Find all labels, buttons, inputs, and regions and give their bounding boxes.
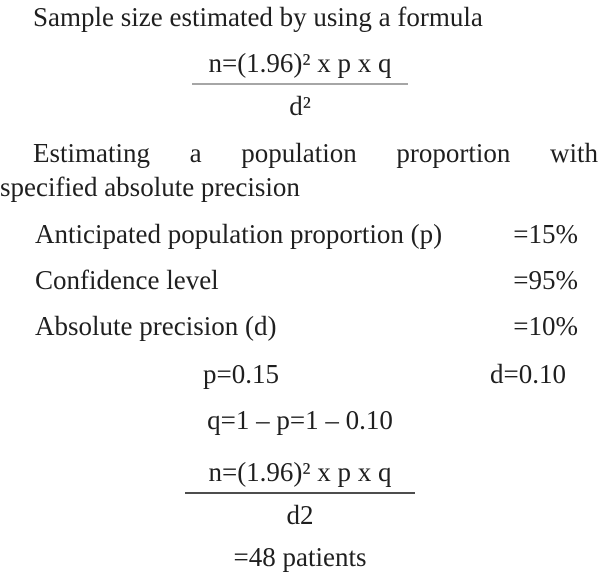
formula-top: n=(1.96)² x p x q d²	[0, 47, 600, 122]
paragraph-line-1: Estimating a population proportion with	[33, 138, 598, 168]
fraction-bar-top	[192, 83, 408, 85]
q-equation: q=1 – p=1 – 0.10	[207, 405, 393, 435]
parameter-row-confidence-level: Confidence level =95%	[35, 264, 578, 296]
parameter-value: =10%	[513, 311, 578, 341]
parameter-value: =15%	[513, 219, 578, 249]
d-substitution: d=0.10	[490, 359, 566, 389]
formula-bottom: n=(1.96)² x p x q d2	[0, 456, 600, 531]
parameter-label: Confidence level	[35, 265, 219, 295]
parameter-label: Anticipated population proportion (p)	[35, 219, 443, 249]
result-line: =48 patients	[233, 542, 367, 572]
fraction-bar-bottom	[185, 492, 415, 494]
formula-bottom-numerator: n=(1.96)² x p x q	[208, 457, 392, 487]
formula-top-denominator: d²	[289, 91, 311, 121]
intro-paragraph: Estimating a population proportion with …	[0, 136, 600, 204]
parameter-row-anticipated-proportion: Anticipated population proportion (p) =1…	[35, 218, 578, 250]
formula-bottom-denominator: d2	[286, 500, 314, 530]
formula-top-numerator: n=(1.96)² x p x q	[208, 48, 392, 78]
p-substitution: p=0.15	[203, 359, 279, 389]
paragraph-line-2: specified absolute precision	[0, 172, 300, 202]
parameter-row-absolute-precision: Absolute precision (d) =10%	[35, 310, 578, 342]
substitution-row: p=0.15 d=0.10	[0, 358, 600, 390]
parameter-label: Absolute precision (d)	[35, 311, 277, 341]
document-title: Sample size estimated by using a formula	[33, 2, 483, 32]
parameter-value: =95%	[513, 265, 578, 295]
